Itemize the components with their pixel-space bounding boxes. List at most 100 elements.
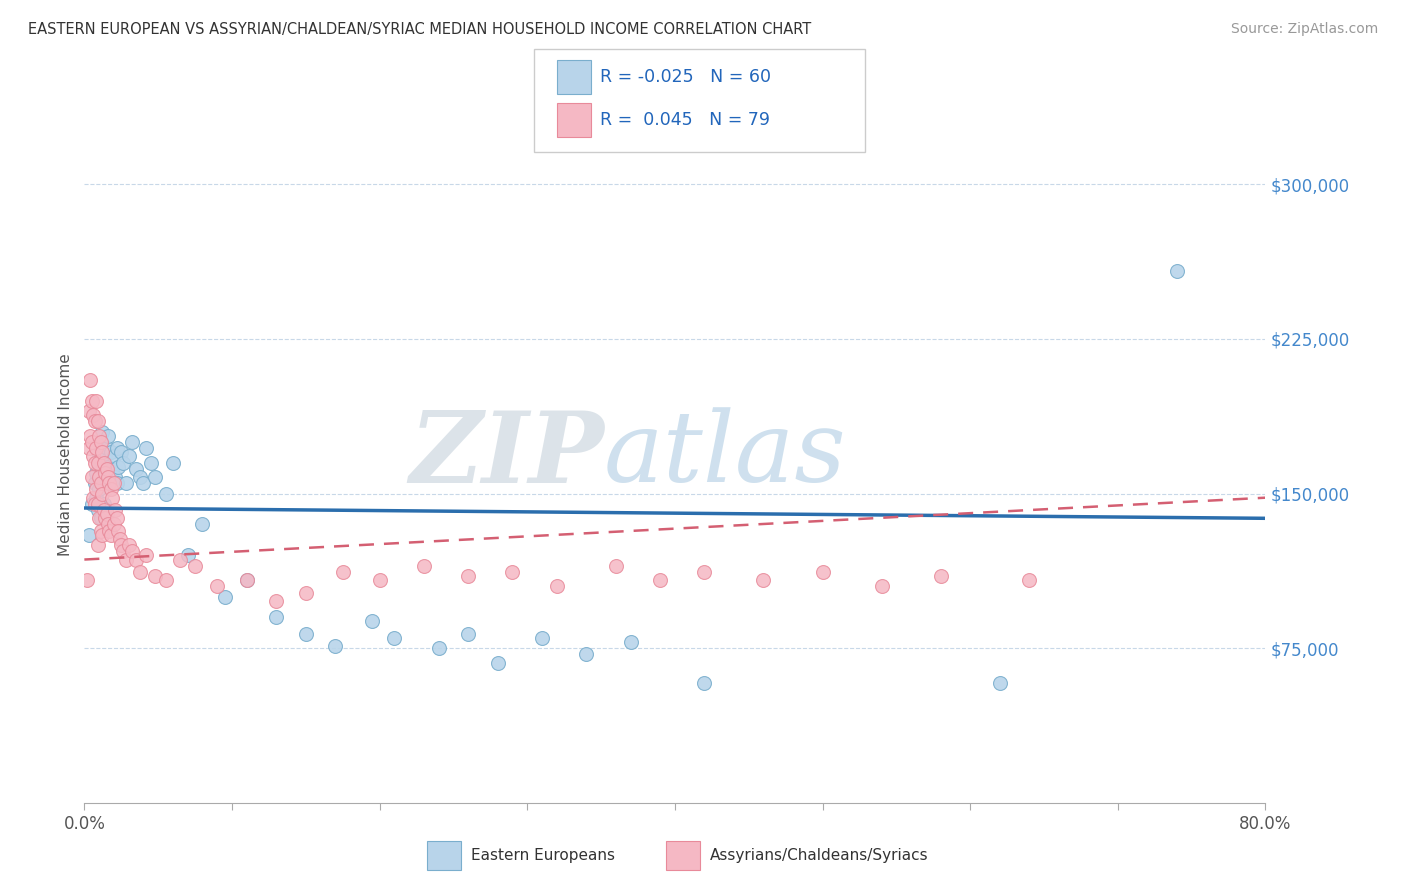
Point <box>84 491 107 505</box>
Text: ZIP: ZIP <box>409 407 605 503</box>
Point <box>100 476 122 491</box>
Point <box>103 450 125 464</box>
Point <box>105 511 128 525</box>
Point <box>91 462 114 476</box>
Point <box>87 429 111 443</box>
Point <box>121 544 143 558</box>
Point <box>96 462 118 476</box>
Text: atlas: atlas <box>605 408 846 502</box>
Point <box>93 503 115 517</box>
Point <box>264 610 288 624</box>
Point <box>619 635 641 649</box>
Point <box>87 511 111 525</box>
Point <box>530 631 553 645</box>
Point <box>1166 264 1188 278</box>
Point <box>205 579 228 593</box>
Point <box>457 569 479 583</box>
Point <box>98 470 121 484</box>
Point <box>82 409 104 423</box>
Point <box>93 497 115 511</box>
Point <box>105 441 128 455</box>
Point <box>427 641 450 656</box>
Point <box>501 565 523 579</box>
Point <box>97 470 120 484</box>
Text: EASTERN EUROPEAN VS ASSYRIAN/CHALDEAN/SYRIAC MEDIAN HOUSEHOLD INCOME CORRELATION: EASTERN EUROPEAN VS ASSYRIAN/CHALDEAN/SY… <box>28 22 811 37</box>
Point <box>177 549 200 563</box>
Point <box>105 476 128 491</box>
Point <box>76 573 98 587</box>
Point <box>96 441 118 455</box>
Point <box>86 414 108 428</box>
Point <box>91 445 114 459</box>
Point <box>332 565 354 579</box>
Point <box>84 466 107 480</box>
Point <box>86 538 108 552</box>
Point <box>323 639 347 653</box>
Point <box>100 483 122 497</box>
Point <box>111 544 134 558</box>
Point <box>988 676 1011 690</box>
Text: R = -0.025   N = 60: R = -0.025 N = 60 <box>600 68 772 86</box>
Point <box>77 404 100 418</box>
Point <box>84 393 107 408</box>
Point <box>82 450 104 464</box>
Point <box>143 470 166 484</box>
Point <box>811 565 834 579</box>
Point <box>101 462 124 476</box>
Point <box>214 590 236 604</box>
Point <box>97 429 120 443</box>
Point <box>129 470 152 484</box>
Point <box>83 497 105 511</box>
Point <box>107 459 129 474</box>
Y-axis label: Median Household Income: Median Household Income <box>58 353 73 557</box>
Point <box>91 425 114 439</box>
Point <box>93 470 115 484</box>
Point <box>169 552 191 566</box>
Point <box>83 476 105 491</box>
Point <box>546 579 568 593</box>
Point <box>129 565 152 579</box>
Point <box>135 549 157 563</box>
Point <box>235 573 259 587</box>
Point <box>90 511 112 525</box>
Point <box>235 573 259 587</box>
Point <box>693 676 716 690</box>
Point <box>114 476 136 491</box>
Point <box>98 524 121 538</box>
Point <box>118 538 141 552</box>
Point <box>84 441 107 455</box>
Point <box>90 476 112 491</box>
Point <box>91 528 114 542</box>
Point <box>80 497 103 511</box>
Point <box>96 476 118 491</box>
Point <box>118 450 141 464</box>
Point <box>929 569 952 583</box>
Point <box>103 476 125 491</box>
Point <box>1018 573 1040 587</box>
Point <box>87 456 111 470</box>
Point <box>103 517 125 532</box>
Point <box>80 435 103 450</box>
Point <box>184 558 207 573</box>
Point <box>486 656 509 670</box>
Point <box>97 459 120 474</box>
Point <box>83 414 105 428</box>
Point <box>79 429 101 443</box>
Point <box>361 615 384 629</box>
Point <box>155 573 177 587</box>
Point <box>80 393 103 408</box>
Point <box>382 631 406 645</box>
Point <box>295 585 318 599</box>
Point <box>104 503 127 517</box>
Point <box>86 456 108 470</box>
Point <box>96 507 118 521</box>
Point <box>108 532 131 546</box>
Point <box>98 476 121 491</box>
Point <box>86 445 108 459</box>
Point <box>97 517 120 532</box>
Point <box>100 445 122 459</box>
Point <box>121 435 143 450</box>
Point <box>605 558 627 573</box>
Point <box>111 456 134 470</box>
Point <box>86 497 108 511</box>
